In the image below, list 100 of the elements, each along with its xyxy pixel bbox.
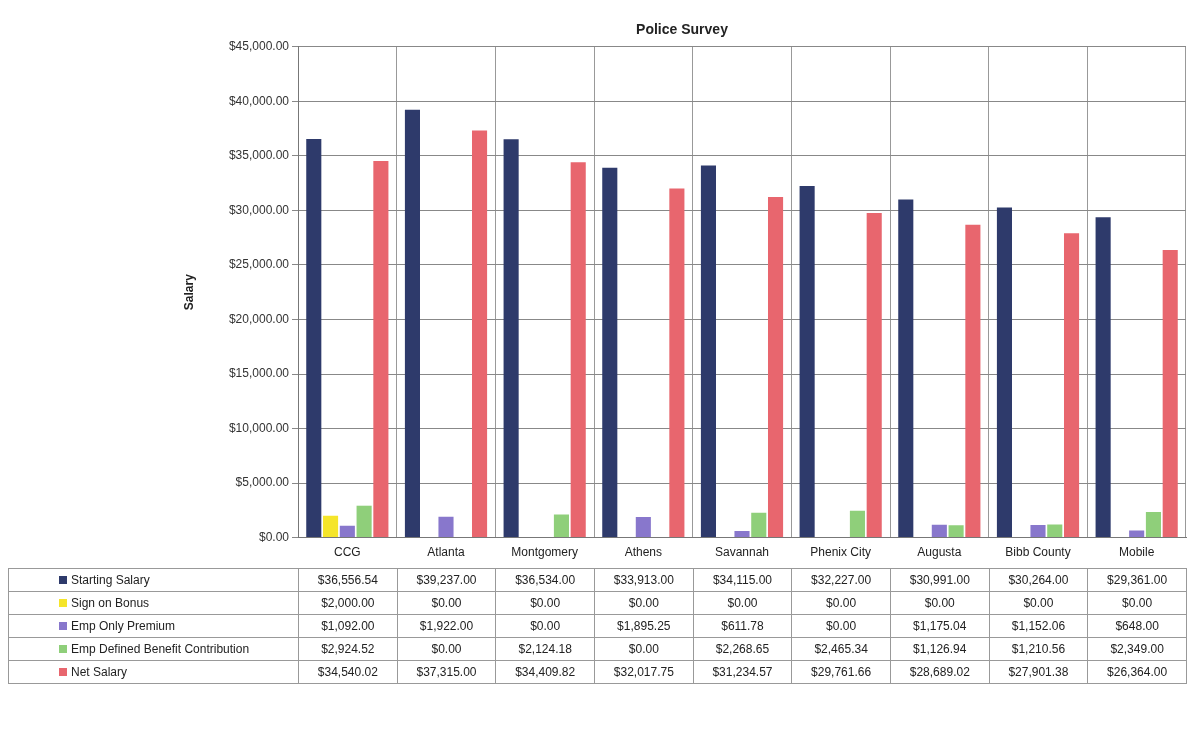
data-label: $36,534.00	[495, 568, 595, 592]
data-label: $1,126.94	[890, 637, 990, 661]
data-label: $34,540.02	[298, 660, 398, 684]
data-label: $1,922.00	[397, 614, 496, 638]
bar	[503, 139, 519, 538]
y-tick-label: $20,000.00	[228, 311, 290, 326]
data-label: $0.00	[791, 614, 891, 638]
y-tick-label: $5,000.00	[235, 475, 290, 490]
data-label: $2,268.65	[693, 637, 792, 661]
bar	[1064, 233, 1080, 538]
bar	[323, 515, 339, 538]
data-label: $29,361.00	[1087, 568, 1187, 592]
data-label: $0.00	[890, 591, 990, 615]
bar	[866, 213, 882, 538]
bar	[438, 516, 454, 538]
data-label: $34,409.82	[495, 660, 595, 684]
bar	[553, 514, 569, 538]
bar	[570, 162, 586, 538]
x-tick-label: Bibb County	[1005, 545, 1071, 560]
x-tick-label: CCG	[334, 545, 361, 560]
x-tick-label: Montgomery	[511, 545, 579, 560]
y-tick-label: $35,000.00	[228, 148, 290, 163]
data-label: $2,000.00	[298, 591, 398, 615]
bar	[1047, 524, 1063, 538]
data-label: $2,924.52	[298, 637, 398, 661]
data-label: $0.00	[989, 591, 1088, 615]
data-label: $39,237.00	[397, 568, 496, 592]
data-label: $1,175.04	[890, 614, 990, 638]
legend-label: Starting Salary	[71, 573, 150, 587]
data-label: $29,761.66	[791, 660, 891, 684]
bar	[602, 167, 618, 538]
bar	[669, 188, 685, 538]
legend-label: Emp Defined Benefit Contribution	[71, 642, 250, 656]
data-label: $26,364.00	[1087, 660, 1187, 684]
data-label: $0.00	[1087, 591, 1187, 615]
y-tick-label: $0.00	[258, 529, 290, 544]
bar	[1030, 525, 1046, 538]
legend-label: Emp Only Premium	[71, 619, 176, 633]
bar	[373, 160, 389, 538]
y-tick-label: $30,000.00	[228, 202, 290, 217]
data-label: $36,556.54	[298, 568, 398, 592]
x-tick-label: Atlanta	[427, 545, 466, 560]
data-label: $2,465.34	[791, 637, 891, 661]
y-tick-label: $10,000.00	[228, 420, 290, 435]
data-label: $0.00	[594, 637, 694, 661]
x-tick-label: Athens	[624, 545, 663, 560]
bar	[1129, 530, 1145, 538]
bar	[1162, 250, 1178, 538]
data-label: $31,234.57	[693, 660, 792, 684]
data-label: $1,092.00	[298, 614, 398, 638]
bar	[965, 224, 981, 538]
data-label: $2,124.18	[495, 637, 595, 661]
y-tick-label: $25,000.00	[228, 257, 290, 272]
bar	[768, 196, 784, 538]
data-label: $0.00	[791, 591, 891, 615]
y-tick-label: $15,000.00	[228, 366, 290, 381]
bar	[700, 165, 716, 538]
data-label: $1,895.25	[594, 614, 694, 638]
bar	[1145, 511, 1161, 538]
bar	[1095, 217, 1111, 538]
bar	[339, 525, 355, 538]
data-label: $0.00	[397, 637, 496, 661]
x-tick-label: Augusta	[917, 545, 962, 560]
legend-label: Sign on Bonus	[71, 596, 150, 610]
x-tick-label: Savannah	[714, 545, 770, 560]
bar	[306, 138, 322, 538]
data-label: $0.00	[495, 591, 595, 615]
bar	[472, 130, 488, 538]
y-tick-label: $45,000.00	[228, 39, 290, 54]
x-tick-label: Mobile	[1118, 545, 1155, 560]
chart-title: Police Survey	[636, 21, 729, 38]
data-label: $0.00	[495, 614, 595, 638]
data-label: $32,017.75	[594, 660, 694, 684]
data-label: $33,913.00	[594, 568, 694, 592]
data-label: $28,689.02	[890, 660, 990, 684]
bar	[404, 109, 420, 538]
bar	[734, 530, 750, 538]
x-tick-label: Phenix City	[810, 545, 872, 560]
data-label: $2,349.00	[1087, 637, 1187, 661]
data-label: $1,152.06	[989, 614, 1088, 638]
data-label: $0.00	[693, 591, 792, 615]
bar	[996, 207, 1012, 538]
data-label: $30,264.00	[989, 568, 1088, 592]
data-label: $32,227.00	[791, 568, 891, 592]
bar	[931, 524, 947, 538]
data-label: $30,991.00	[890, 568, 990, 592]
data-label: $27,901.38	[989, 660, 1088, 684]
data-label: $611.78	[693, 614, 792, 638]
data-label: $0.00	[397, 591, 496, 615]
data-label: $648.00	[1087, 614, 1187, 638]
data-label: $1,210.56	[989, 637, 1088, 661]
data-label: $37,315.00	[397, 660, 496, 684]
bar	[799, 186, 815, 538]
data-label: $0.00	[594, 591, 694, 615]
bar	[751, 512, 767, 538]
bar	[849, 510, 865, 538]
bar	[356, 505, 372, 538]
bar	[898, 199, 914, 538]
y-axis-title: Salary	[181, 273, 196, 311]
y-tick-label: $40,000.00	[228, 93, 290, 108]
